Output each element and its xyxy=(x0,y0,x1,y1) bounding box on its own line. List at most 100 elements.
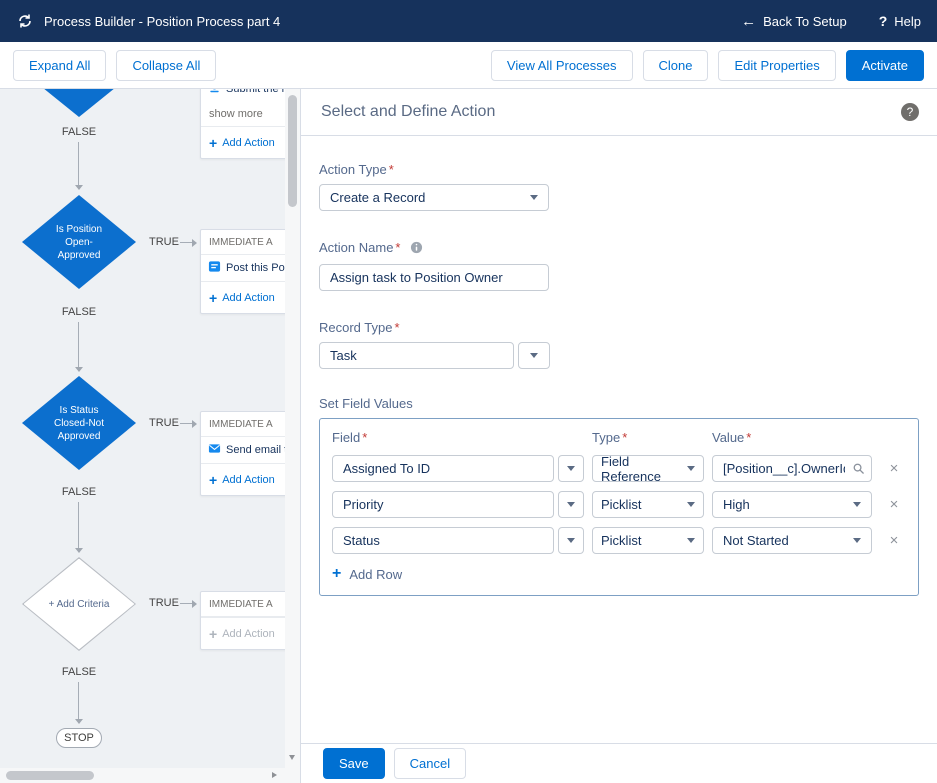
add-action-label: Add Action xyxy=(222,627,275,640)
save-button[interactable]: Save xyxy=(323,748,385,779)
value-select[interactable]: High xyxy=(712,491,872,518)
flow-arrow-right xyxy=(180,238,197,247)
action-name-label: Action Name * xyxy=(319,240,919,257)
collapse-all-button[interactable]: Collapse All xyxy=(116,49,217,81)
vertical-scrollbar-thumb[interactable] xyxy=(288,95,297,207)
chevron-down-icon xyxy=(853,502,861,507)
action-item-label: Send email t xyxy=(226,444,288,456)
action-item-submit-record[interactable]: Submit the r xyxy=(201,89,291,102)
post-to-chatter-icon xyxy=(208,260,221,276)
type-select[interactable]: Field Reference xyxy=(592,453,704,484)
toolbar-right-group: View All Processes Clone Edit Properties… xyxy=(490,49,924,81)
process-canvas: FALSE Submit the r show more + Add xyxy=(0,89,300,783)
criteria-diamond-is-position-open-approved[interactable]: Is Position Open-Approved xyxy=(22,195,136,289)
help-label: Help xyxy=(894,13,921,29)
scroll-down-arrow-icon[interactable] xyxy=(289,755,295,763)
process-builder-icon xyxy=(16,12,34,30)
horizontal-scrollbar-thumb[interactable] xyxy=(6,771,94,780)
back-to-setup-link[interactable]: ← Back To Setup xyxy=(741,14,847,29)
remove-row-icon[interactable]: × xyxy=(889,496,899,513)
action-item-post-to-chatter[interactable]: Post this Po xyxy=(201,255,291,281)
show-more-link[interactable]: show more xyxy=(209,108,263,120)
field-dropdown-button[interactable] xyxy=(558,491,584,518)
chevron-down-icon xyxy=(530,195,538,200)
edit-properties-button[interactable]: Edit Properties xyxy=(718,49,836,81)
vertical-scrollbar[interactable] xyxy=(285,89,300,768)
remove-row-icon[interactable]: × xyxy=(889,532,899,549)
record-type-label: Record Type * xyxy=(319,320,400,335)
panel-header: Select and Define Action ? xyxy=(301,89,937,136)
add-action-label: Add Action xyxy=(222,291,275,304)
app-header: Process Builder - Position Process part … xyxy=(0,0,937,42)
activate-button[interactable]: Activate xyxy=(845,49,924,81)
required-asterisk: * xyxy=(394,320,400,335)
back-arrow-icon: ← xyxy=(741,12,757,30)
add-action-link[interactable]: + Add Action xyxy=(201,463,291,495)
false-branch-label: FALSE xyxy=(61,126,97,138)
horizontal-scrollbar[interactable] xyxy=(0,768,285,783)
chevron-down-icon xyxy=(567,502,575,507)
add-criteria-diamond[interactable]: + Add Criteria xyxy=(22,557,136,651)
field-combobox xyxy=(332,455,584,482)
stop-node: STOP xyxy=(56,728,102,748)
field-input[interactable] xyxy=(332,491,554,518)
help-link[interactable]: ? Help xyxy=(879,13,921,29)
field-dropdown-button[interactable] xyxy=(558,455,584,482)
true-branch-label: TRUE xyxy=(149,236,179,248)
type-select[interactable]: Picklist xyxy=(592,491,704,518)
expand-all-button[interactable]: Expand All xyxy=(13,49,107,81)
type-value: Field Reference xyxy=(601,453,661,484)
plus-icon: + xyxy=(48,598,55,610)
flow-arrow-right xyxy=(180,599,197,608)
type-value: Picklist xyxy=(601,497,642,512)
value-input[interactable] xyxy=(712,455,872,482)
set-field-values-label: Set Field Values xyxy=(319,396,413,411)
scroll-right-arrow-icon[interactable] xyxy=(272,772,280,778)
chevron-down-icon xyxy=(687,466,695,471)
add-action-link[interactable]: + Add Action xyxy=(201,281,291,313)
field-dropdown-button[interactable] xyxy=(558,527,584,554)
remove-row-icon[interactable]: × xyxy=(889,460,899,477)
column-header-spacer xyxy=(880,438,908,439)
add-action-link[interactable]: + Add Action xyxy=(201,126,291,158)
chevron-down-icon xyxy=(530,353,538,358)
field-input[interactable] xyxy=(332,527,554,554)
clone-button[interactable]: Clone xyxy=(642,49,709,81)
header-actions: ← Back To Setup ? Help xyxy=(741,13,921,29)
cancel-button[interactable]: Cancel xyxy=(393,748,467,779)
action-item-send-email[interactable]: Send email t xyxy=(201,437,291,463)
scrollbar-corner xyxy=(285,768,300,783)
action-type-select[interactable]: Create a Record xyxy=(319,184,549,211)
type-select[interactable]: Picklist xyxy=(592,527,704,554)
view-all-processes-button[interactable]: View All Processes xyxy=(490,49,633,81)
flow-arrow-down xyxy=(74,142,83,190)
column-header-field: Field * xyxy=(332,430,368,445)
false-branch-label: FALSE xyxy=(61,666,97,678)
plus-icon: + xyxy=(209,625,218,642)
action-detail-panel: Select and Define Action ? Action Type * … xyxy=(300,89,937,783)
field-combobox xyxy=(332,491,584,518)
chevron-down-icon xyxy=(567,538,575,543)
field-input[interactable] xyxy=(332,455,554,482)
plus-icon: + xyxy=(209,134,218,151)
flow-arrow-down xyxy=(74,502,83,553)
action-card-submit: Submit the r show more + Add Action xyxy=(200,89,292,159)
value-select[interactable]: Not Started xyxy=(712,527,872,554)
panel-title: Select and Define Action xyxy=(321,103,496,120)
true-branch-label: TRUE xyxy=(149,417,179,429)
add-action-link-disabled[interactable]: + Add Action xyxy=(201,617,291,649)
action-name-input[interactable] xyxy=(319,264,549,291)
record-type-input[interactable] xyxy=(319,342,514,369)
help-question-icon: ? xyxy=(878,13,888,29)
criteria-diamond-is-status-closed-not-approved[interactable]: Is Status Closed-Not Approved xyxy=(22,376,136,470)
action-card-immediate-2: IMMEDIATE A Send email t + Add Action xyxy=(200,411,292,496)
back-to-setup-label: Back To Setup xyxy=(763,13,847,29)
criteria-diamond-partial[interactable] xyxy=(22,89,136,117)
add-row-link[interactable]: + Add Row xyxy=(332,566,906,582)
panel-help-icon[interactable]: ? xyxy=(901,103,919,121)
search-icon[interactable] xyxy=(852,462,865,480)
record-type-dropdown-button[interactable] xyxy=(518,342,550,369)
card-header-immediate-actions: IMMEDIATE A xyxy=(201,412,291,437)
app-title: Process Builder - Position Process part … xyxy=(44,13,281,29)
value-lookup-field xyxy=(712,455,872,482)
